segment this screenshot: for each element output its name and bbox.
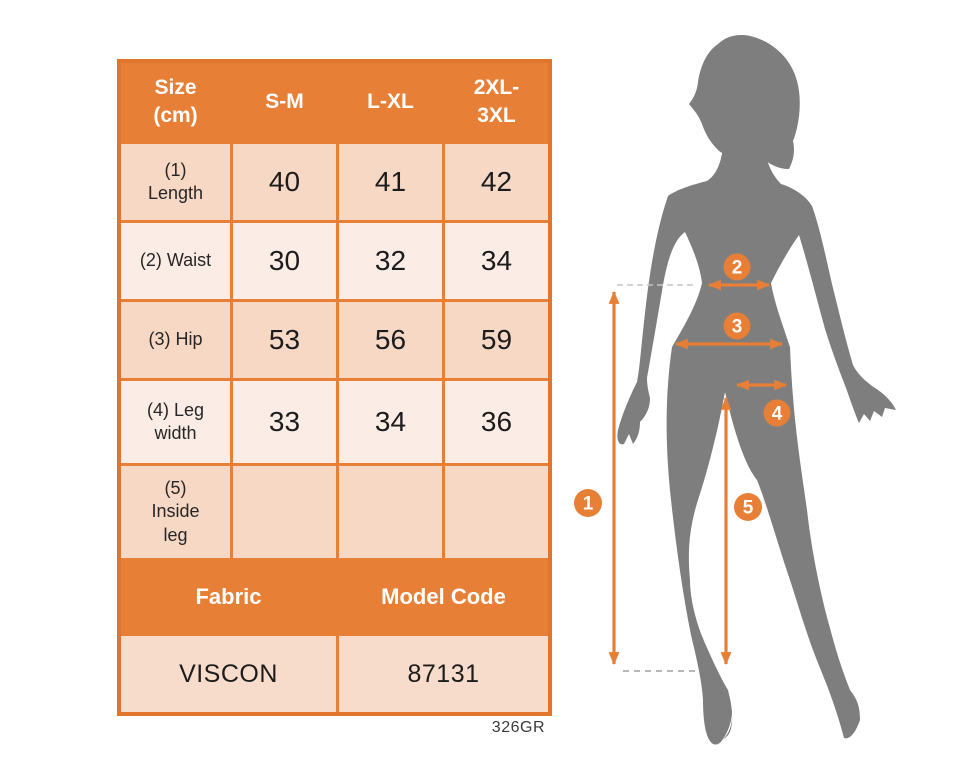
hair-silhouette (689, 34, 800, 170)
cell-length-sm: 40 (233, 144, 336, 220)
marker-2-badge: 2 (723, 253, 751, 281)
cell-legwidth-2xl3xl: 36 (445, 381, 548, 463)
cell-hip-sm: 53 (233, 302, 336, 378)
product-code: 326GR (491, 719, 545, 736)
row-label-length: (1) Length (121, 144, 230, 220)
row-label-leg-width: (4) Leg width (121, 381, 230, 463)
header-size-unit: Size (cm) (121, 63, 230, 141)
marker-4-number: 4 (772, 404, 783, 425)
cell-waist-lxl: 32 (339, 223, 442, 299)
header-size-2xl3xl-label: 2XL-3XL (473, 76, 520, 127)
cell-legwidth-lxl: 34 (339, 381, 442, 463)
body-measurement-diagram: 1 2 3 4 5 (574, 34, 896, 745)
header-size-sm-label: S-M (265, 90, 304, 114)
cell-waist-2xl3xl: 34 (445, 223, 548, 299)
cell-insideleg-lxl (339, 466, 442, 558)
cell-insideleg-2xl3xl (445, 466, 548, 558)
marker-3-number: 3 (732, 317, 743, 338)
row-label-hip: (3) Hip (121, 302, 230, 378)
cell-hip-lxl: 56 (339, 302, 442, 378)
row-label-waist: (2) Waist (121, 223, 230, 299)
marker-1-number: 1 (583, 494, 594, 515)
cell-legwidth-sm: 33 (233, 381, 336, 463)
marker-5-number: 5 (743, 498, 754, 519)
row-label-inside-leg: (5) Inside leg (121, 466, 230, 558)
fabric-value: VISCON (121, 636, 336, 712)
body-silhouette (617, 147, 896, 745)
cell-hip-2xl3xl: 59 (445, 302, 548, 378)
model-code-header: Model Code (339, 561, 548, 633)
marker-4-badge: 4 (763, 399, 791, 427)
size-table: Size (cm) S-M L-XL 2XL-3XL (1) Length 40… (117, 59, 552, 716)
marker-3-badge: 3 (723, 312, 751, 340)
fabric-header: Fabric (121, 561, 336, 633)
header-size-unit-label: Size (cm) (153, 76, 198, 127)
model-code-value: 87131 (339, 636, 548, 712)
cell-length-lxl: 41 (339, 144, 442, 220)
marker-1-badge: 1 (574, 489, 602, 517)
header-size-lxl-label: L-XL (367, 90, 414, 114)
header-size-lxl: L-XL (339, 63, 442, 141)
cell-waist-sm: 30 (233, 223, 336, 299)
header-size-sm: S-M (233, 63, 336, 141)
cell-insideleg-sm (233, 466, 336, 558)
cell-length-2xl3xl: 42 (445, 144, 548, 220)
marker-5-badge: 5 (734, 493, 762, 521)
header-size-2xl3xl: 2XL-3XL (445, 63, 548, 141)
marker-2-number: 2 (732, 258, 743, 279)
